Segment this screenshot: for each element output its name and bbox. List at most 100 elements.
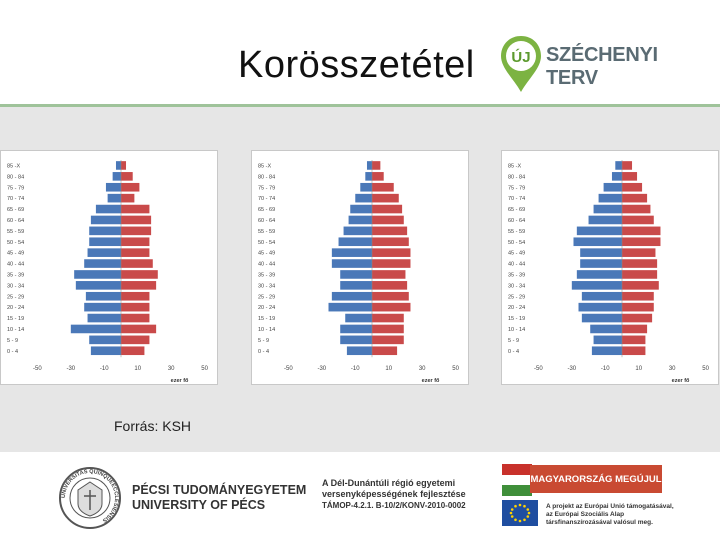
header-rule: [0, 104, 720, 107]
x-axis-label: ezer fő: [171, 378, 189, 384]
female-bar: [121, 161, 127, 170]
pyramid-svg-3: 85 -X 80 - 84 75 - 79 70 - 74 65 - 69 60 - 64…: [508, 160, 710, 384]
age-label: 20 - 24: [258, 305, 275, 311]
male-bar: [580, 248, 622, 257]
x-tick-label: 10: [385, 366, 392, 372]
hungarian-flag-icon: [502, 464, 532, 496]
age-label: 15 - 19: [7, 316, 24, 322]
male-bar: [343, 226, 372, 236]
x-tick-label: 10: [635, 366, 642, 372]
age-label: 85 -X: [258, 164, 271, 170]
female-bar: [622, 237, 661, 247]
male-bar: [355, 193, 372, 203]
szechenyi-pin-icon: ÚJ: [501, 36, 541, 92]
female-bar: [372, 193, 399, 203]
age-label: 45 - 49: [7, 251, 24, 257]
female-bar: [121, 324, 157, 334]
male-bar: [87, 313, 121, 323]
female-bar: [372, 226, 408, 236]
age-label: 25 - 29: [7, 294, 24, 300]
x-tick-label: 10: [134, 366, 141, 372]
x-tick-label: 30: [669, 366, 676, 372]
male-bar: [331, 248, 372, 257]
age-label: 15 - 19: [258, 316, 275, 322]
age-label: 80 - 84: [7, 174, 24, 180]
female-bar: [121, 226, 152, 236]
male-bar: [350, 204, 372, 214]
female-bar: [622, 281, 659, 290]
age-label: 50 - 54: [7, 240, 24, 246]
x-tick-label: -10: [351, 366, 360, 372]
pte-seal-icon: UNIVERSITAS QUINQUEECCLESIENSIS: [59, 467, 121, 529]
male-bar: [340, 324, 372, 334]
female-bar: [622, 346, 646, 356]
female-bar: [372, 346, 398, 356]
male-bar: [576, 270, 622, 279]
age-label: 70 - 74: [7, 196, 24, 202]
male-bar: [346, 346, 372, 356]
x-tick-label: -10: [100, 366, 109, 372]
age-label: 75 - 79: [7, 185, 24, 191]
x-tick-label: 50: [452, 366, 459, 372]
x-tick-label: 30: [419, 366, 426, 372]
age-label: 35 - 39: [258, 273, 275, 279]
female-bar: [372, 259, 411, 268]
age-label: 55 - 59: [508, 229, 525, 235]
x-tick-label: 50: [702, 366, 709, 372]
source-caption: Forrás: KSH: [114, 418, 192, 434]
female-bar: [121, 248, 150, 257]
male-bar: [338, 237, 372, 247]
project-line-1: A Dél-Dunántúli régió egyetemi: [322, 478, 456, 488]
pyramid-chart-3: 85 -X 80 - 84 75 - 79 70 - 74 65 - 69 60 - 64…: [501, 150, 719, 385]
age-label: 65 - 69: [7, 207, 24, 213]
female-bar: [622, 324, 648, 334]
age-label: 65 - 69: [508, 207, 525, 213]
female-bar: [121, 281, 157, 290]
female-bar: [372, 161, 381, 170]
age-label: 30 - 34: [258, 283, 275, 289]
male-bar: [85, 291, 121, 301]
age-label: 85 -X: [508, 164, 521, 170]
age-label: 85 -X: [7, 164, 20, 170]
age-label: 80 - 84: [508, 174, 525, 180]
female-bar: [121, 313, 150, 323]
age-label: 45 - 49: [258, 251, 275, 257]
male-bar: [74, 270, 121, 279]
age-label: 30 - 34: [508, 283, 525, 289]
male-bar: [578, 302, 622, 312]
pte-name: PÉCSI TUDOMÁNYEGYETEM UNIVERSITY OF PÉCS: [132, 483, 306, 513]
male-bar: [360, 182, 372, 192]
age-label: 60 - 64: [508, 218, 525, 224]
male-bar: [331, 291, 372, 301]
female-bar: [372, 182, 394, 192]
male-bar: [70, 324, 121, 334]
pyramid-svg-2: 85 -X 80 - 84 75 - 79 70 - 74 65 - 69 60 - 64…: [258, 160, 460, 384]
male-bar: [581, 313, 622, 323]
male-bar: [593, 335, 622, 345]
age-label: 0 - 4: [7, 349, 18, 355]
female-bar: [372, 281, 408, 290]
pyramid-chart-2: 85 -X 80 - 84 75 - 79 70 - 74 65 - 69 60 - 64…: [251, 150, 469, 385]
pyramid-chart-1: 85 -X 80 - 84 75 - 79 70 - 74 65 - 69 60 - 64…: [0, 150, 218, 385]
female-bar: [372, 248, 411, 257]
pyramid-svg-1: 85 -X 80 - 84 75 - 79 70 - 74 65 - 69 60 - 64…: [7, 160, 209, 384]
age-label: 75 - 79: [258, 185, 275, 191]
female-bar: [121, 302, 150, 312]
male-bar: [90, 346, 121, 356]
female-bar: [372, 335, 404, 345]
male-bar: [366, 161, 372, 170]
male-bar: [580, 259, 622, 268]
male-bar: [89, 237, 121, 247]
age-label: 50 - 54: [258, 240, 275, 246]
age-label: 5 - 9: [508, 338, 519, 344]
age-label: 20 - 24: [508, 305, 525, 311]
x-tick-label: -30: [567, 366, 576, 372]
female-bar: [622, 172, 638, 181]
age-label: 40 - 44: [7, 262, 24, 268]
male-bar: [89, 226, 121, 236]
male-bar: [75, 281, 121, 290]
female-bar: [121, 193, 135, 203]
female-bar: [622, 248, 656, 257]
x-tick-label: -50: [534, 366, 543, 372]
male-bar: [84, 259, 121, 268]
